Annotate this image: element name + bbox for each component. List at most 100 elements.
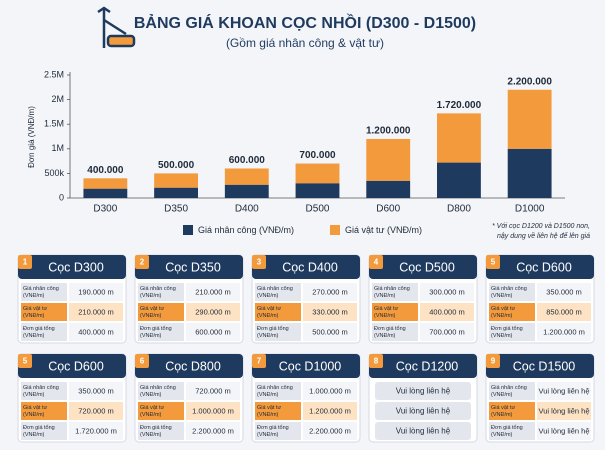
row-label-box (255, 402, 301, 420)
row-label: (VNĐ/m) (491, 333, 513, 339)
row-label: (VNĐ/m) (374, 293, 396, 299)
row-value: 1.000.000 m (309, 386, 351, 395)
row-label: (VNĐ/m) (374, 313, 396, 319)
row-value-box (69, 283, 123, 301)
bar-segment (83, 178, 128, 189)
row-label: Giá vật tư (491, 306, 515, 312)
card-badge (369, 354, 383, 368)
card-number: 9 (491, 357, 496, 366)
y-axis-label: Đơn giá (VNĐ/m) (27, 106, 36, 168)
row-label: Đơn giá tổng (257, 325, 289, 332)
row-label-box (255, 283, 301, 301)
card-header (252, 255, 360, 279)
card-title: Cọc D500 (399, 260, 455, 274)
row-label-box (489, 382, 535, 400)
row-label: Giá vật tư (140, 306, 164, 312)
bar-segment (154, 187, 198, 198)
row-label: Giá vật tư (23, 405, 47, 411)
row-label-box (21, 382, 67, 400)
card-number: 5 (23, 357, 28, 366)
row-label: Đơn giá tổng (23, 424, 55, 431)
row-label: Giá nhân công (374, 286, 410, 292)
legend-swatch (183, 225, 193, 235)
row-value: 210.000 m (78, 307, 113, 316)
x-tick-label: D600 (376, 204, 400, 215)
row-value-box (186, 323, 240, 341)
row-label-box (489, 303, 535, 321)
card-badge (252, 354, 266, 368)
card-header (18, 255, 126, 279)
row-value: 190.000 m (78, 287, 113, 296)
row-value-box (303, 283, 357, 301)
note: nậy dung về liên hệ để lên giá (497, 231, 590, 240)
row-label: (VNĐ/m) (23, 313, 45, 319)
row-value: Vui lòng liên hệ (396, 407, 451, 416)
legend-label: Giá nhân công (VNĐ/m) (198, 225, 294, 235)
bar-segment (224, 168, 269, 185)
row-value: 1.000.000 m (192, 406, 234, 415)
row-label: (VNĐ/m) (140, 313, 162, 319)
x-tick-label: D800 (447, 204, 471, 215)
row-value: 1.720.000 m (75, 426, 117, 435)
row-label: Đơn giá tổng (491, 424, 523, 431)
row-value-box (186, 283, 240, 301)
row-value: 850.000 m (546, 307, 581, 316)
row-label: Giá nhân công (140, 385, 176, 391)
row-label-box (372, 323, 418, 341)
row-label-box (255, 382, 301, 400)
row-value-box (375, 382, 471, 400)
card-header (135, 255, 243, 279)
row-label: (VNĐ/m) (491, 313, 513, 319)
row-value: 270.000 m (312, 287, 347, 296)
x-tick-label: D300 (93, 204, 117, 215)
row-label-box (138, 303, 184, 321)
row-label-box (255, 323, 301, 341)
card-header (252, 354, 360, 378)
row-value-box (537, 303, 591, 321)
row-label-box (21, 303, 67, 321)
card-number: 1 (23, 258, 28, 267)
row-value-box (69, 422, 123, 440)
card-number: 4 (374, 258, 379, 267)
row-label: Giá vật tư (140, 405, 164, 411)
row-label-box (489, 402, 535, 420)
row-label: Giá vật tư (257, 405, 281, 411)
row-label-box (138, 382, 184, 400)
row-label: Giá nhân công (491, 385, 527, 391)
card-badge (252, 255, 266, 269)
card-badge (486, 255, 500, 269)
row-label-box (138, 323, 184, 341)
row-value: 720.000 m (195, 386, 230, 395)
card-number: 6 (140, 357, 145, 366)
card-title: Cọc D350 (165, 260, 221, 274)
row-value: 600.000 m (195, 327, 230, 336)
row-value: 210.000 m (195, 287, 230, 296)
row-value-box (186, 303, 240, 321)
row-label-box (255, 422, 301, 440)
y-tick-label: 2M (51, 94, 64, 104)
row-label: (VNĐ/m) (491, 392, 513, 398)
card-title: Cọc D1000 (279, 359, 342, 373)
row-label: (VNĐ/m) (23, 392, 45, 398)
row-label: (VNĐ/m) (257, 432, 279, 438)
x-tick-label: D350 (164, 204, 188, 215)
row-label: Giá vật tư (491, 405, 515, 411)
row-value-box (420, 283, 474, 301)
row-value-box (303, 402, 357, 420)
row-value-box (303, 323, 357, 341)
card-title: Cọc D600 (48, 359, 104, 373)
row-label-box (138, 402, 184, 420)
card-header (369, 255, 477, 279)
row-label: (VNĐ/m) (491, 412, 513, 418)
row-label: (VNĐ/m) (23, 412, 45, 418)
legend-label: Giá vật tư (VNĐ/m) (345, 225, 422, 235)
row-label: (VNĐ/m) (491, 432, 513, 438)
total-label: 600.000 (229, 155, 266, 166)
card-title: Cọc D300 (48, 260, 104, 274)
row-value: 700.000 m (429, 327, 464, 336)
row-value: Vui lòng liên hệ (538, 406, 589, 415)
row-value: 1.200.000 m (543, 327, 585, 336)
row-value-box (537, 402, 591, 420)
row-label: Giá vật tư (257, 306, 281, 312)
